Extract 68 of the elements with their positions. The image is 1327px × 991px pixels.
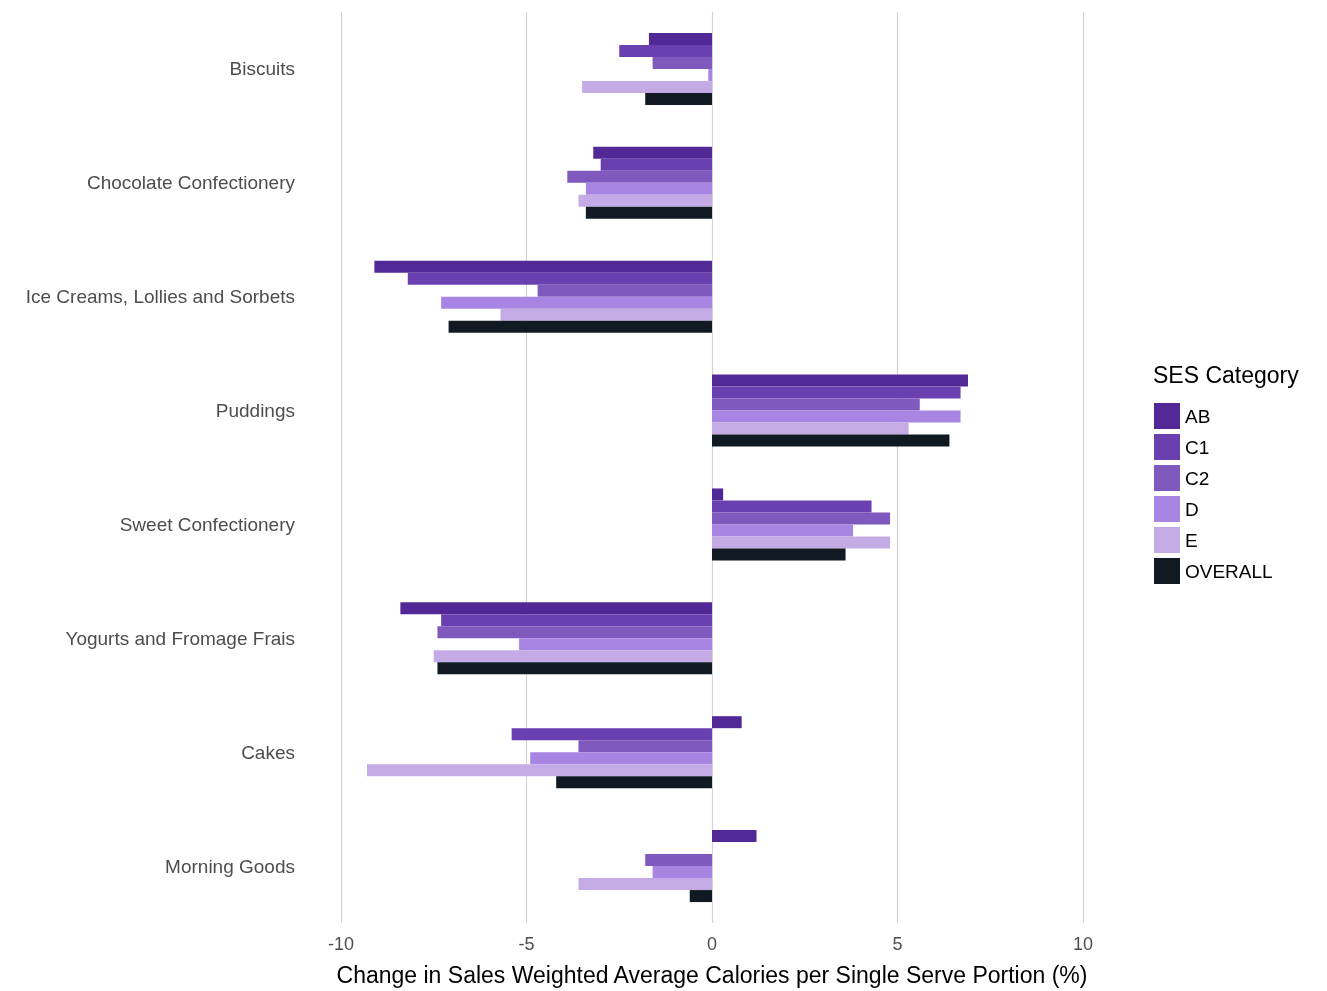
bar — [585, 182, 712, 195]
bar — [652, 56, 712, 69]
bar — [433, 650, 712, 663]
bar — [712, 716, 742, 729]
bar — [619, 44, 712, 57]
bar — [407, 272, 712, 285]
bar — [712, 434, 950, 447]
bar — [441, 296, 712, 309]
bar — [708, 68, 712, 81]
bar — [448, 320, 712, 333]
bar — [437, 626, 712, 639]
x-tick-label: 0 — [706, 934, 718, 954]
bar — [511, 728, 712, 741]
y-tick-label: Puddings — [215, 400, 295, 422]
bar — [500, 308, 712, 321]
bar — [582, 80, 712, 93]
x-tick-label: -10 — [327, 934, 355, 954]
bar — [567, 170, 712, 183]
bar — [585, 206, 712, 219]
bar — [578, 878, 712, 891]
bar — [441, 614, 712, 627]
bar — [689, 890, 712, 903]
bar — [374, 260, 712, 273]
bar — [556, 776, 712, 789]
bar — [400, 602, 712, 615]
bar — [652, 866, 712, 879]
bar — [366, 764, 712, 777]
y-tick-label: Chocolate Confectionery — [86, 172, 296, 194]
bar — [437, 662, 712, 675]
bar — [712, 398, 920, 411]
bar — [578, 194, 712, 207]
bar — [648, 32, 712, 45]
legend-label: AB — [1185, 405, 1211, 427]
bar — [712, 422, 909, 435]
bar — [578, 740, 712, 753]
legend-label: C2 — [1185, 467, 1210, 489]
y-tick-label: Yogurts and Fromage Frais — [65, 627, 295, 649]
legend-title: SES Category — [1153, 361, 1300, 388]
legend-label: OVERALL — [1185, 560, 1273, 582]
bar — [712, 830, 757, 843]
bar — [593, 146, 712, 159]
bar — [712, 386, 961, 399]
bar — [712, 512, 891, 525]
x-tick-label: 5 — [892, 934, 903, 954]
x-tick-label: -5 — [518, 934, 535, 954]
bar — [712, 488, 724, 501]
bar — [519, 638, 712, 651]
legend-label: D — [1185, 498, 1199, 520]
x-tick-label: 10 — [1072, 934, 1094, 954]
bar — [645, 92, 712, 105]
legend-label: C1 — [1185, 436, 1210, 458]
bar — [712, 374, 968, 387]
legend-label: E — [1185, 529, 1198, 551]
bar — [530, 752, 712, 765]
y-tick-label: Ice Creams, Lollies and Sorbets — [25, 286, 295, 308]
bar — [712, 548, 846, 561]
y-tick-label: Biscuits — [229, 58, 295, 80]
bar — [645, 854, 712, 867]
y-tick-label: Sweet Confectionery — [119, 513, 296, 535]
bar — [712, 536, 891, 549]
bar — [712, 410, 961, 423]
y-tick-label: Cakes — [241, 741, 295, 763]
bar — [600, 158, 712, 171]
bar — [712, 500, 872, 513]
y-tick-label: Morning Goods — [165, 855, 295, 877]
bar — [537, 284, 712, 297]
x-axis-title: Change in Sales Weighted Average Calories per Single Serve Portion (%) — [336, 961, 1088, 988]
bar — [712, 524, 853, 537]
